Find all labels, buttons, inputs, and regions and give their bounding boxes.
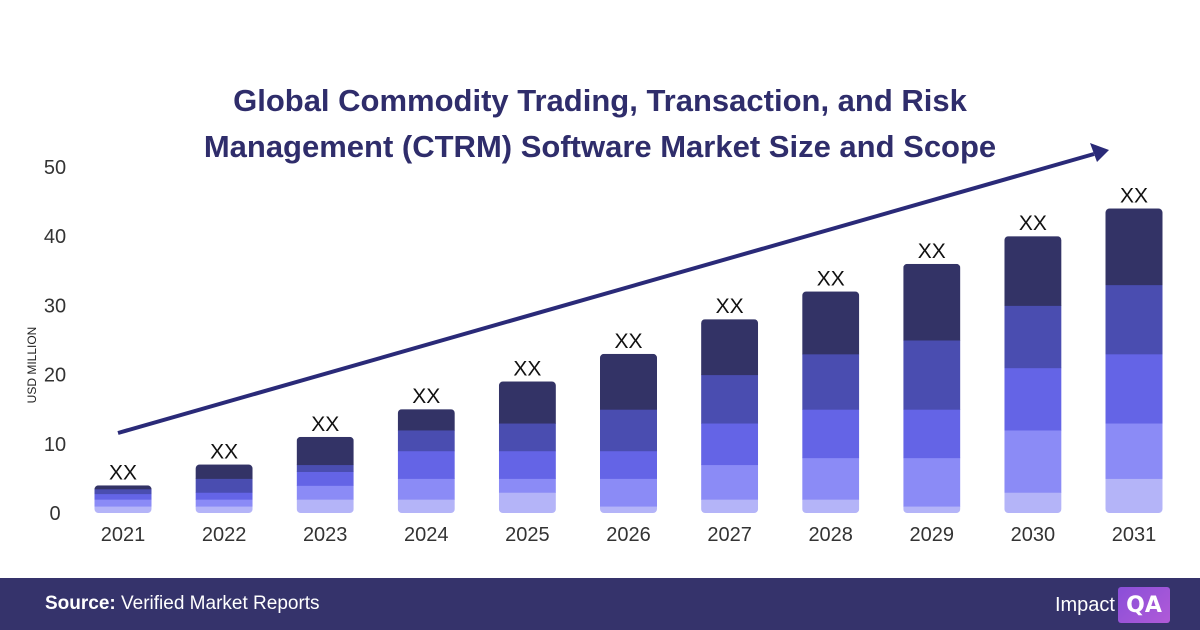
- x-tick-label: 2031: [1112, 524, 1157, 546]
- x-tick-label: 2024: [404, 524, 449, 546]
- bar-segment: [94, 485, 152, 490]
- y-tick-label: 50: [44, 157, 66, 179]
- bar-segment: [498, 423, 556, 452]
- bar-segment: [701, 464, 759, 500]
- bar-segment: [1105, 423, 1163, 479]
- y-axis-label: USD MILLION: [25, 327, 39, 404]
- x-tick-label: 2027: [707, 524, 752, 546]
- x-tick-label: 2028: [808, 524, 853, 546]
- bar-segment: [903, 409, 961, 459]
- bar-segment: [1004, 492, 1062, 513]
- bar-segment: [701, 319, 759, 376]
- y-tick-label: 10: [44, 434, 66, 456]
- x-tick-label: 2029: [910, 524, 955, 546]
- x-tick-label: 2023: [303, 524, 348, 546]
- bar-segment: [802, 457, 860, 500]
- y-tick-label: 20: [44, 365, 66, 387]
- bar-segment: [94, 506, 152, 514]
- bar-segment: [195, 499, 253, 507]
- bar-segment: [802, 291, 860, 355]
- trend-arrow-head: [1090, 143, 1109, 162]
- logo-text: Impact: [1054, 593, 1115, 616]
- data-label: XX: [210, 441, 238, 464]
- bar-segment: [1105, 208, 1163, 286]
- y-tick-label: 30: [44, 295, 66, 317]
- bar-segment: [903, 457, 961, 507]
- bar-segment: [903, 340, 961, 410]
- bar-segment: [1004, 305, 1062, 369]
- bar-segment: [94, 499, 152, 507]
- data-label: XX: [513, 358, 541, 381]
- bar-segment: [498, 450, 556, 479]
- data-label: XX: [311, 413, 339, 436]
- bar-segment: [802, 353, 860, 410]
- data-label: XX: [918, 240, 946, 263]
- bar-segment: [802, 409, 860, 459]
- bar-segment: [498, 478, 556, 493]
- bar-segment: [195, 492, 253, 500]
- x-tick-label: 2026: [606, 524, 651, 546]
- bar-segment: [903, 506, 961, 513]
- bar-segment: [600, 409, 657, 452]
- x-tick-label: 2021: [101, 524, 146, 546]
- footer-bar: Source: Verified Market Reports Impact Q…: [0, 578, 1200, 630]
- bar-segment: [1004, 429, 1062, 493]
- x-tick-label: 2025: [505, 524, 550, 546]
- trend-arrow-line: [117, 152, 1095, 435]
- bar-segment: [296, 464, 354, 472]
- source-text: Source: Verified Market Reports: [45, 593, 320, 615]
- bar-segment: [296, 436, 354, 466]
- chart-title: Global Commodity Trading, Transaction, a…: [0, 78, 1200, 170]
- bar-segment: [701, 499, 759, 513]
- bar-segment: [1004, 236, 1062, 306]
- source-value: Verified Market Reports: [121, 593, 320, 614]
- bar-segment: [195, 506, 253, 513]
- bar-segment: [296, 485, 354, 500]
- bar-segment: [701, 374, 759, 424]
- data-label: XX: [1019, 212, 1047, 235]
- bar-segment: [600, 353, 657, 410]
- bar-segment: [802, 499, 860, 513]
- source-label: Source:: [45, 593, 116, 614]
- y-tick-label: 40: [44, 226, 66, 248]
- bar-segment: [1105, 478, 1163, 514]
- bar-segment: [397, 450, 455, 479]
- bar-segment: [1004, 367, 1062, 431]
- bar-segment: [701, 423, 759, 466]
- bar-segment: [1105, 284, 1163, 355]
- bar-segment: [600, 450, 657, 479]
- y-tick-label: 0: [49, 503, 60, 525]
- data-label: XX: [716, 295, 744, 318]
- bar-segment: [600, 478, 657, 507]
- x-tick-label: 2022: [202, 524, 247, 546]
- data-label: XX: [614, 330, 642, 353]
- bar-segment: [397, 478, 455, 500]
- title-line-2: Management (CTRM) Software Market Size a…: [203, 129, 997, 164]
- bar-segment: [296, 499, 354, 514]
- bar-segment: [195, 464, 253, 479]
- bar-segment: [397, 499, 455, 514]
- logo-mark: QA: [1118, 587, 1170, 623]
- bar-segment: [1105, 353, 1163, 424]
- data-label: XX: [1120, 185, 1148, 208]
- bar-segment: [498, 492, 556, 513]
- data-label: XX: [412, 385, 440, 408]
- impactqa-logo: Impact QA: [1055, 587, 1170, 623]
- data-label: XX: [109, 461, 137, 484]
- data-label: XX: [817, 268, 845, 291]
- bar-segment: [498, 381, 556, 424]
- bar-segment: [296, 471, 354, 486]
- bar-segment: [94, 493, 152, 500]
- bar-segment: [397, 409, 455, 431]
- bar-segment: [903, 263, 961, 341]
- title-line-1: Global Commodity Trading, Transaction, a…: [233, 83, 967, 118]
- bar-segment: [397, 429, 455, 452]
- x-tick-label: 2030: [1011, 524, 1056, 546]
- bar-segment: [195, 478, 253, 493]
- bar-segment: [94, 488, 152, 495]
- bar-segment: [600, 506, 657, 513]
